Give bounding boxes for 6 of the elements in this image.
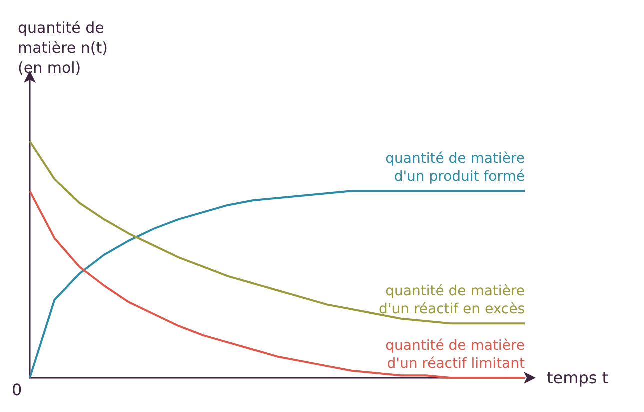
y-axis-title: quantité de matière n(t) (en mol): [18, 19, 108, 77]
text: 0: [12, 380, 22, 400]
x-axis-title: temps t: [547, 368, 609, 388]
series-label: quantité de matière d'un réactif limitant: [386, 338, 526, 372]
series-label: quantité de matière d'un produit formé: [386, 151, 525, 186]
series-label: quantité de matière d'un réactif en excès: [379, 284, 525, 318]
